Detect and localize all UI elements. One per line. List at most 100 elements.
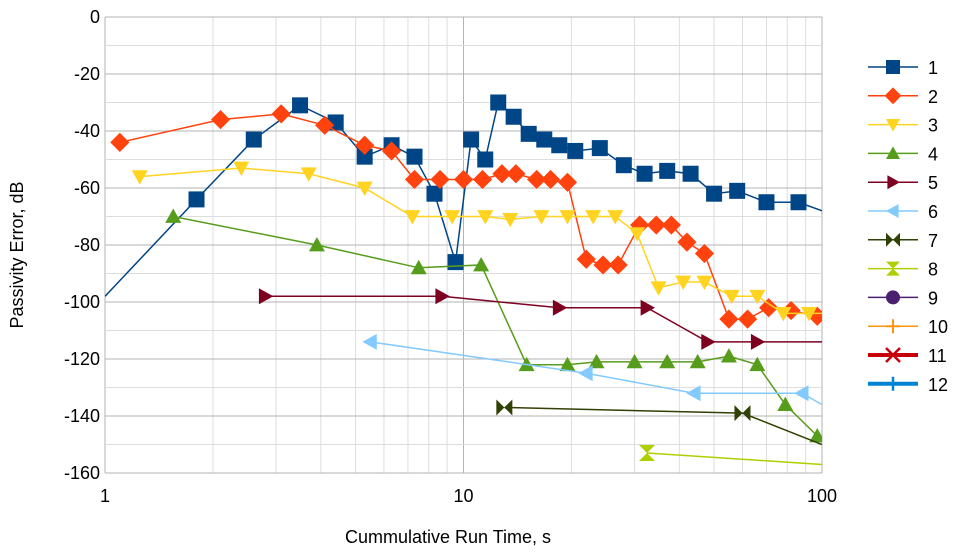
data-point-4 (626, 353, 643, 369)
data-point-2 (576, 249, 596, 269)
data-point-1 (505, 108, 522, 125)
data-point-2 (608, 255, 628, 275)
data-point-2 (737, 309, 758, 329)
data-point-3 (559, 210, 576, 225)
data-point-6 (362, 333, 377, 350)
data-point-2 (781, 300, 801, 321)
data-point-1 (463, 131, 480, 148)
data-point-2 (719, 309, 739, 329)
data-point-3 (585, 210, 602, 225)
series-line-1 (105, 101, 822, 297)
data-point-8 (639, 445, 656, 454)
data-point-5 (750, 333, 766, 350)
data-point-7-part (504, 399, 513, 416)
data-point-1 (551, 137, 568, 154)
legend-item-8: 8 (868, 260, 938, 280)
data-point-2 (472, 169, 493, 190)
data-point-2 (541, 169, 561, 190)
y-tick-label: -120 (64, 349, 100, 369)
legend-label: 3 (928, 116, 938, 136)
data-point-2 (506, 164, 526, 184)
data-point-4 (559, 356, 576, 372)
data-point-2 (453, 169, 474, 190)
data-point-1 (615, 157, 632, 174)
y-tick-label: -160 (64, 463, 100, 483)
data-point-4 (308, 237, 325, 252)
data-point-2 (646, 215, 666, 235)
legend-label: 12 (928, 375, 948, 395)
data-point-5 (435, 288, 450, 305)
data-point-3 (404, 210, 421, 225)
data-point-1 (477, 151, 494, 168)
x-axis-title: Cummulative Run Time, s (345, 527, 551, 547)
x-tick-label: 10 (453, 486, 473, 506)
data-point-4 (165, 208, 182, 223)
legend-marker (886, 119, 900, 132)
legend-marker-part (886, 268, 900, 276)
data-point-1 (406, 148, 423, 165)
data-point-2 (593, 255, 613, 275)
legend-item-7: 7 (868, 231, 938, 251)
data-point-1 (520, 125, 537, 142)
data-point-1 (426, 185, 443, 202)
data-point-2 (110, 132, 130, 152)
y-tick-label: 0 (90, 7, 100, 27)
legend-label: 7 (928, 231, 938, 251)
legend-label: 5 (928, 173, 938, 193)
data-point-2 (355, 135, 375, 155)
series-5 (258, 288, 822, 350)
data-point-3 (696, 275, 713, 291)
series-7 (496, 399, 822, 446)
legend-marker (886, 376, 900, 391)
legend-marker (886, 204, 899, 218)
legend-item-5: 5 (868, 173, 938, 193)
data-point-3 (131, 170, 148, 185)
legend-label: 6 (928, 202, 938, 222)
data-point-2 (557, 172, 578, 192)
data-point-1 (659, 162, 676, 179)
data-point-2 (271, 104, 291, 124)
data-point-3 (233, 161, 250, 177)
data-point-3 (356, 181, 373, 196)
data-point-2 (527, 169, 547, 190)
legend-item-6: 6 (868, 202, 938, 222)
data-point-6 (578, 365, 593, 382)
legend-item-10: 10 (868, 317, 948, 337)
data-point-7-part (742, 405, 751, 422)
data-point-3 (502, 212, 519, 228)
y-tick-label: -60 (74, 178, 100, 198)
series-line-2 (119, 113, 818, 320)
legend-marker-part (893, 232, 900, 247)
data-point-5 (701, 333, 716, 350)
data-point-4 (588, 353, 605, 369)
data-point-1 (536, 131, 553, 148)
legend-marker (885, 347, 901, 363)
y-tick-label: -100 (64, 292, 100, 312)
data-point-1 (706, 185, 723, 202)
data-point-3 (650, 281, 667, 296)
legend-label: 10 (928, 317, 948, 337)
legend-marker (886, 146, 900, 159)
data-point-2 (210, 110, 231, 130)
data-point-3 (775, 307, 792, 322)
data-point-4 (659, 353, 676, 369)
y-tick-label: -140 (64, 406, 100, 426)
legend-item-2: 2 (868, 87, 938, 107)
data-point-2 (404, 169, 425, 190)
legend-item-4: 4 (868, 144, 938, 164)
series-3 (131, 161, 822, 322)
data-point-1 (636, 165, 653, 182)
data-point-2 (661, 215, 681, 235)
legend-marker (886, 261, 900, 269)
legend-label: 8 (928, 260, 938, 280)
data-point-6 (794, 385, 809, 402)
data-point-1 (758, 194, 775, 211)
series-1 (105, 94, 822, 297)
y-tick-label: -40 (74, 121, 100, 141)
series-8 (639, 445, 822, 466)
data-point-8-part (639, 453, 656, 462)
data-point-3 (607, 210, 624, 225)
